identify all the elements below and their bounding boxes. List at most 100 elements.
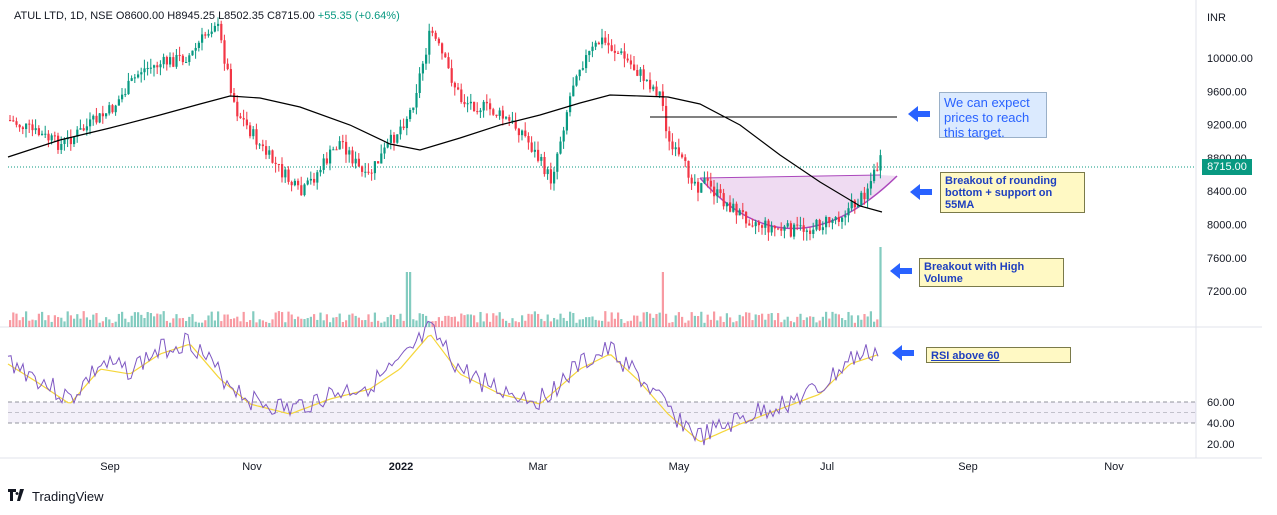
candle-body [373, 161, 376, 174]
candle-body [812, 229, 815, 234]
candle-body [191, 50, 194, 56]
time-tick-label: 2022 [389, 461, 413, 473]
volume-bar [815, 322, 818, 327]
candle-body [271, 150, 274, 163]
candle-body [610, 45, 613, 51]
legend-high: H8945.25 [167, 10, 215, 22]
volume-bar [191, 314, 194, 327]
candle-body [597, 42, 600, 45]
volume-bar [821, 316, 824, 327]
volume-bar [226, 314, 229, 327]
volume-bar [572, 313, 575, 327]
candle-body [281, 164, 284, 178]
volume-bar [844, 320, 847, 327]
candle-body [684, 157, 687, 161]
candle-body [434, 32, 437, 39]
volume-bar [828, 318, 831, 327]
volume-bar [623, 322, 626, 327]
candle-body [540, 157, 543, 161]
volume-bar [629, 320, 632, 327]
candle-body [18, 124, 21, 128]
volume-bar [92, 314, 95, 327]
volume-bar [162, 311, 165, 327]
volume-bar [159, 314, 162, 327]
candle-body [802, 225, 805, 232]
candle-body [261, 144, 264, 147]
candle-body [863, 192, 866, 200]
volume-bar [719, 316, 722, 327]
volume-bar [31, 319, 34, 327]
arrow-left-icon [892, 345, 914, 361]
volume-bar [105, 317, 108, 327]
volume-bar [409, 272, 412, 327]
candle-body [473, 101, 476, 112]
candle-body [873, 169, 876, 182]
volume-bar [597, 320, 600, 327]
rsi-pane [7, 320, 1196, 446]
volume-bar [578, 319, 581, 327]
candle-body [661, 91, 664, 106]
candle-body [537, 149, 540, 161]
volume-bar [137, 312, 140, 327]
volume-bar [396, 319, 399, 327]
candle-body [178, 54, 181, 56]
legend-change: +55.35 (+0.64%) [317, 10, 400, 22]
candle-body [386, 142, 389, 148]
volume-bar [271, 319, 274, 327]
volume-bar [501, 318, 504, 327]
candle-body [329, 149, 332, 164]
candle-body [258, 144, 261, 146]
volume-bar [284, 322, 287, 327]
candle-body [626, 58, 629, 61]
candle-body [713, 186, 716, 197]
volume-bar [325, 314, 328, 327]
volume-bar [309, 316, 312, 327]
volume-bar [537, 313, 540, 327]
volume-bar [604, 311, 607, 327]
volume-bar [812, 316, 815, 327]
volume-bar [703, 322, 706, 327]
volume-bar [242, 311, 245, 327]
candle-body [668, 131, 671, 142]
candle-body [777, 228, 780, 230]
volume-bar [809, 316, 812, 327]
candle-body [156, 65, 159, 68]
candle-body [524, 130, 527, 137]
volume-bar [37, 313, 40, 327]
candle-body [108, 105, 111, 114]
volume-bar [245, 321, 248, 327]
candle-body [441, 43, 444, 54]
volume-bar [79, 318, 82, 327]
volume-bar [543, 321, 546, 327]
volume-bar [869, 311, 872, 327]
volume-bar [25, 311, 28, 327]
candle-body [117, 99, 120, 106]
volume-bar [101, 321, 104, 327]
candle-body [239, 116, 242, 119]
candle-body [479, 110, 482, 113]
candle-body [185, 62, 188, 64]
volume-bar [169, 322, 172, 327]
candle-body [9, 120, 12, 121]
volume-bar [674, 315, 677, 327]
volume-bar [796, 316, 799, 327]
candle-body [498, 110, 501, 116]
candle-body [629, 60, 632, 65]
volume-bar [402, 320, 405, 327]
candle-body [460, 89, 463, 102]
volume-bar [351, 313, 354, 327]
candle-body [492, 109, 495, 115]
volume-bar [876, 319, 879, 327]
volume-bar [671, 322, 674, 327]
candle-body [457, 87, 460, 90]
tradingview-brand[interactable]: TradingView [8, 489, 104, 504]
candle-body [693, 181, 696, 184]
candle-body [53, 135, 56, 137]
candle-body [242, 118, 245, 120]
candle-body [527, 136, 530, 143]
candle-body [482, 101, 485, 111]
price-tick-label: 9600.00 [1207, 86, 1247, 98]
candle-body [754, 222, 757, 227]
volume-bar [393, 315, 396, 327]
